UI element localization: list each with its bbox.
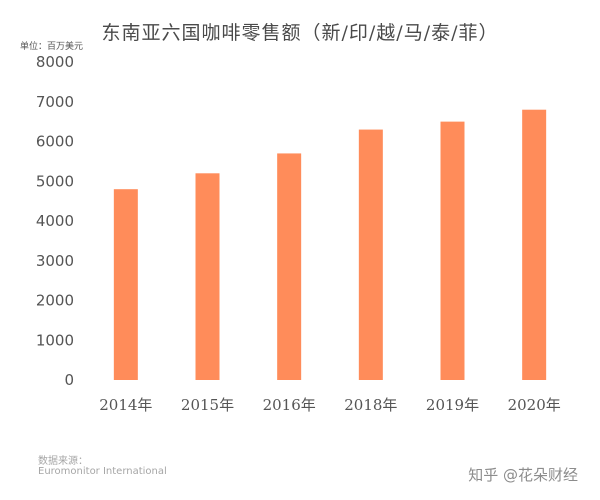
x-tick-label: 2019年 [426,396,479,414]
bar [522,109,547,380]
y-tick-label: 2000 [36,292,74,310]
bars [113,109,547,380]
unit-label: 单位：百万美元 [20,42,84,52]
bar [113,189,138,380]
source-label: 数据来源： [38,456,88,467]
x-axis-ticks: 2014年 2015年 2016年 2018年 2019年 2020年 [99,396,561,414]
x-tick-label: 2014年 [99,396,152,414]
chart-title: 东南亚六国咖啡零售额（新/印/越/马/泰/菲） [101,22,499,44]
x-tick-label: 2016年 [263,396,316,414]
y-tick-label: 8000 [36,53,74,71]
bar [277,153,302,380]
bar [195,173,220,380]
y-tick-label: 4000 [36,212,74,230]
x-tick-label: 2018年 [344,396,397,414]
bar [358,129,383,380]
source-name: Euromonitor International [38,466,167,477]
y-axis-ticks: 0 1000 2000 3000 4000 5000 6000 7000 8000 [36,53,74,389]
y-tick-label: 3000 [36,252,74,270]
y-tick-label: 5000 [36,172,74,190]
y-tick-label: 6000 [36,133,74,151]
y-tick-label: 7000 [36,93,74,111]
y-tick-label: 0 [64,371,74,389]
y-tick-label: 1000 [36,331,74,349]
bar [440,121,465,380]
x-tick-label: 2020年 [508,396,561,414]
watermark: 知乎 @花朵财经 [468,466,578,484]
x-tick-label: 2015年 [181,396,234,414]
